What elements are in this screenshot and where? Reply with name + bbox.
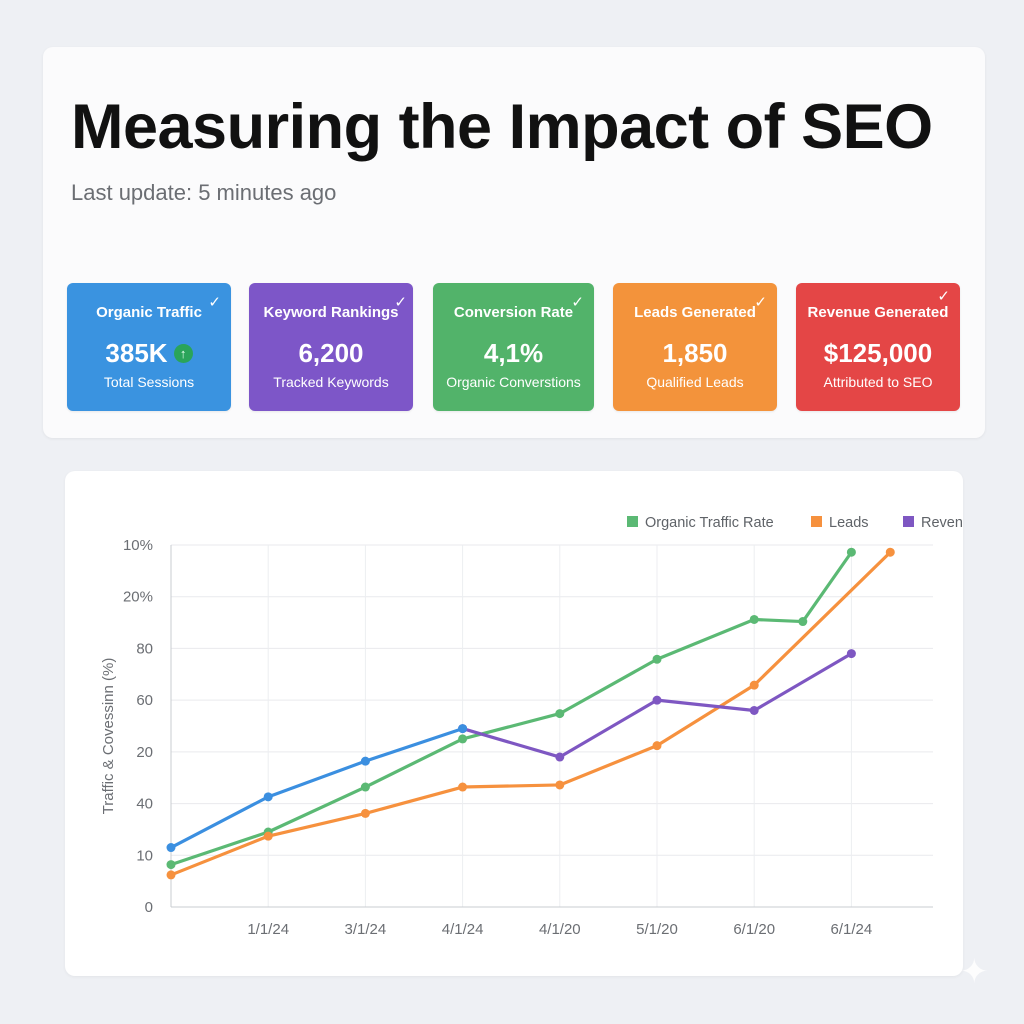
data-point-leads (263, 831, 273, 841)
data-point-organic-traffic-rate (798, 617, 808, 627)
legend-label-revenue: Revenue (921, 515, 963, 531)
data-point-organic-traffic (360, 756, 370, 766)
kpi-title: Conversion Rate (453, 304, 574, 321)
data-point-revenue (749, 705, 759, 715)
x-tick-label: 1/1/24 (247, 921, 289, 938)
y-tick-label: 60 (136, 692, 153, 709)
x-tick-label: 5/1/20 (636, 921, 678, 938)
y-tick-label: 80 (136, 640, 153, 657)
kpi-card-leads-generated[interactable]: Leads Generated ✓ 1,850 Qualified Leads (613, 283, 777, 411)
kpi-value: $125,000 (823, 338, 933, 368)
kpi-subtitle: Qualified Leads (646, 374, 744, 390)
kpi-title: Leads Generated (634, 304, 756, 321)
data-point-leads (166, 870, 176, 880)
kpi-title: Revenue Generated (807, 304, 949, 321)
data-point-leads (749, 680, 759, 690)
data-point-organic-traffic-rate (749, 614, 759, 624)
sparkle-icon: ✦ (960, 953, 989, 991)
check-icon: ✓ (937, 288, 950, 305)
kpi-value: 4,1% (483, 338, 544, 368)
y-tick-label: 10 (136, 847, 153, 864)
data-point-organic-traffic-rate (555, 709, 565, 719)
kpi-card-revenue-generated[interactable]: Revenue Generated ✓ $125,000 Attributed … (796, 283, 960, 411)
y-axis-label: Traffic & Covessinn (%) (100, 658, 117, 815)
data-point-leads (652, 741, 662, 751)
chart-card: 0 10 40 20 60 80 20% 10% 1/1/24 3/1/24 4/1/24 4/1/2… (65, 471, 963, 976)
data-point-leads (555, 780, 565, 790)
data-point-organic-traffic (263, 792, 273, 802)
data-point-organic-traffic-rate (360, 782, 370, 792)
data-point-organic-traffic-rate (458, 734, 468, 744)
data-point-revenue (555, 752, 565, 762)
legend-swatch-leads (811, 516, 822, 527)
kpi-title: Organic Traffic (96, 304, 202, 321)
check-icon: ✓ (208, 294, 221, 311)
series-line-organic-traffic (169, 726, 465, 850)
data-point-leads (885, 547, 895, 557)
data-point-organic-traffic-rate (846, 547, 856, 557)
kpi-value: 6,200 (298, 338, 364, 368)
x-tick-label: 3/1/24 (345, 921, 387, 938)
header-card: Measuring the Impact of SEO Last update:… (43, 47, 985, 438)
page-title: Measuring the Impact of SEO (71, 92, 933, 162)
kpi-card-organic-traffic[interactable]: Organic Traffic ✓ 385K ↑ Total Sessions (67, 283, 231, 411)
data-point-leads (458, 782, 468, 792)
y-tick-label: 20% (123, 589, 153, 606)
kpi-subtitle: Organic Converstions (446, 374, 581, 390)
kpi-subtitle: Attributed to SEO (823, 374, 933, 390)
line-chart: 0 10 40 20 60 80 20% 10% 1/1/24 3/1/24 4/1/24 4/1/2… (100, 515, 963, 938)
trend-up-icon: ↑ (173, 344, 193, 363)
check-icon: ✓ (754, 294, 767, 311)
legend-swatch-revenue (903, 516, 914, 527)
y-tick-label: 0 (145, 899, 153, 916)
kpi-card-conversion-rate[interactable]: Conversion Rate ✓ 4,1% Organic Conversti… (433, 283, 594, 411)
data-point-organic-traffic (458, 724, 468, 734)
x-tick-label: 6/1/20 (733, 921, 775, 938)
y-tick-label: 10% (123, 537, 153, 554)
kpi-subtitle: Total Sessions (103, 374, 195, 390)
legend-swatch-organic-traffic-rate (627, 516, 638, 527)
kpi-subtitle: Tracked Keywords (273, 374, 389, 390)
data-point-organic-traffic-rate (652, 654, 662, 664)
series-line-leads (169, 550, 892, 877)
kpi-value: 1,850 (662, 338, 728, 368)
x-tick-label: 4/1/20 (539, 921, 581, 938)
check-icon: ✓ (571, 294, 584, 311)
kpi-card-keyword-rankings[interactable]: Keyword Rankings ✓ 6,200 Tracked Keyword… (249, 283, 413, 411)
data-point-revenue (846, 649, 856, 659)
check-icon: ✓ (394, 294, 407, 311)
legend-label-leads: Leads (829, 515, 869, 531)
data-point-revenue (652, 695, 662, 705)
x-tick-label: 4/1/24 (442, 921, 484, 938)
legend-label-organic-traffic-rate: Organic Traffic Rate (645, 515, 774, 531)
kpi-title: Keyword Rankings (263, 304, 399, 321)
data-point-organic-traffic (166, 843, 176, 853)
x-tick-label: 6/1/24 (831, 921, 873, 938)
kpi-value: 385K (105, 338, 168, 368)
y-tick-label: 40 (136, 796, 153, 813)
data-point-organic-traffic-rate (166, 860, 176, 870)
data-point-leads (360, 808, 370, 818)
y-tick-label: 20 (136, 744, 153, 761)
last-update-text: Last update: 5 minutes ago (71, 180, 337, 205)
